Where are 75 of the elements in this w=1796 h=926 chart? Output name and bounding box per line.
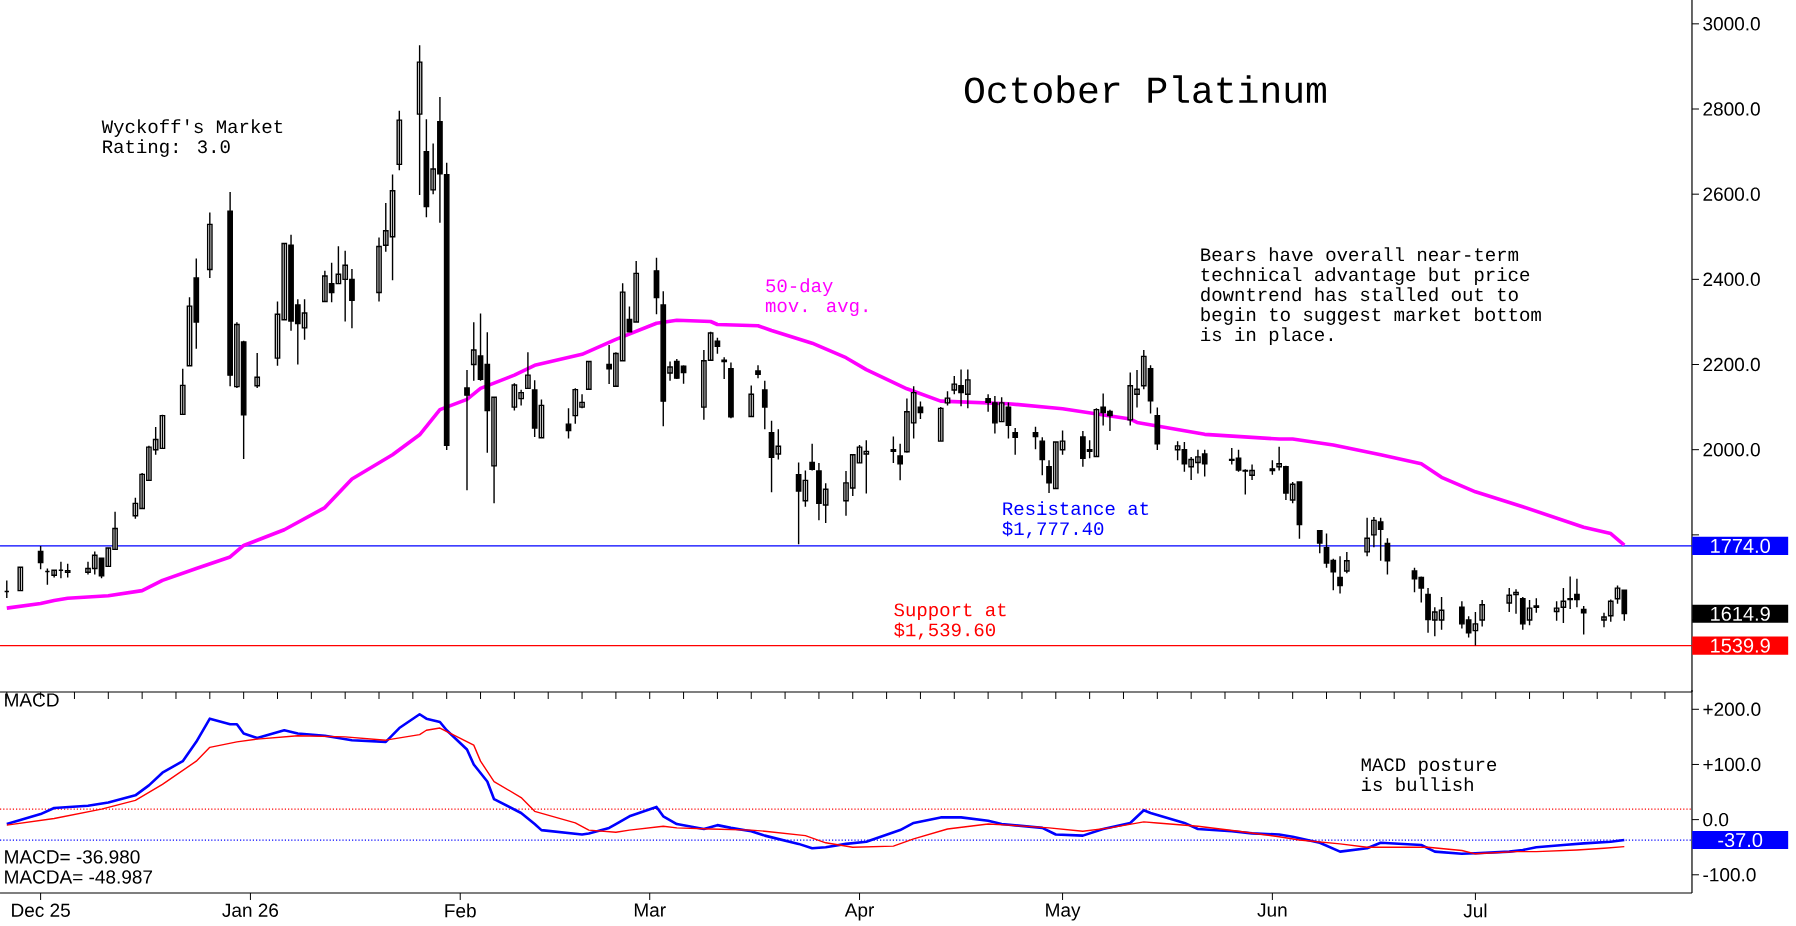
candlestick [795,461,802,545]
candlestick [937,406,944,442]
candlestick [58,560,64,579]
candlestick [1032,425,1039,450]
x-tick-label: Apr [844,903,874,921]
chart-title: MACD [5,693,59,707]
candlestick [721,356,728,380]
y-tick-label: -100.0 [1703,868,1756,882]
y-tick-label: 3000.0 [1703,17,1760,31]
candlestick [1269,459,1276,476]
candlestick [443,161,450,451]
candlestick [3,579,10,599]
annotation: Wyckoff's Market Rating: 3.0 [101,119,283,157]
y-tick-label: 2000.0 [1703,442,1760,457]
y-tick-label: 0.0 [1703,812,1729,827]
series-label: 50-day mov. avg. [765,278,867,317]
candlestick [525,351,531,390]
candlestick [206,211,213,279]
candlestick [761,379,768,430]
annotation: MACDA= -48.987 [5,870,153,884]
ref-line-label: -37.0 [1718,832,1763,848]
y-tick-label: 2600.0 [1703,187,1760,201]
candlestick [1154,406,1161,451]
candlestick [1364,517,1370,557]
candlestick [376,236,382,303]
candlestick [585,359,592,390]
ref-line-label: 1774.0 [1711,538,1770,553]
candlestick [748,384,755,418]
annotation: Bears have overall near-term technical advantage but price downtrend has stalled out to begin to suggest market bottom is in place. [1201,247,1541,345]
candlestick [1012,427,1019,456]
candlestick [1580,605,1587,636]
candlestick [254,352,261,389]
text: 1614.9 [1711,606,1770,621]
candlestick [897,443,903,482]
x-tick-label: Jul [1463,903,1487,918]
annotation: MACD= -36.980 [5,850,140,864]
y-tick-label: +100.0 [1703,757,1761,772]
candlestick [1479,599,1486,628]
candlestick [1174,440,1181,462]
candlestick [1343,551,1350,574]
candlestick [809,443,816,472]
candlestick [1316,529,1323,554]
candlestick [17,566,24,592]
annotation: Support at $1,539.60 [894,603,1006,640]
candlestick [944,390,951,407]
x-tick-label: Dec 25 [12,903,70,917]
candlestick [728,361,734,419]
text: October Platinum [964,75,1326,104]
candlestick [1506,587,1513,613]
y-tick-label: +200.0 [1703,702,1761,717]
y-tick-label: 2800.0 [1703,102,1760,116]
candlestick [1560,587,1567,624]
candlestick [464,369,470,491]
candlestick [1607,598,1614,623]
candlestick [1337,555,1343,595]
candlestick [1553,600,1560,622]
candlestick [755,364,761,379]
candlestick [1039,436,1046,476]
candlestick [64,563,71,579]
y-tick-label: 2200.0 [1703,357,1760,372]
x-tick-label: Jun [1257,903,1287,917]
annotation: Resistance at $1,777.40 [1002,501,1149,539]
annotation: MACD posture is bullish [1361,758,1497,792]
x-tick-label: Feb [445,903,476,918]
candlestick [396,110,403,172]
x-tick-label: Mar [634,903,666,917]
candlestick [1513,588,1519,615]
y-tick-label: 2400.0 [1703,272,1760,287]
candlestick [565,407,572,440]
x-tick-label: Jan 26 [222,903,279,917]
candlestick [890,435,897,464]
candlestick [179,368,186,416]
candlestick [1601,612,1607,628]
x-tick-label: May [1046,903,1081,921]
ref-line-label: 1539.9 [1711,638,1770,653]
